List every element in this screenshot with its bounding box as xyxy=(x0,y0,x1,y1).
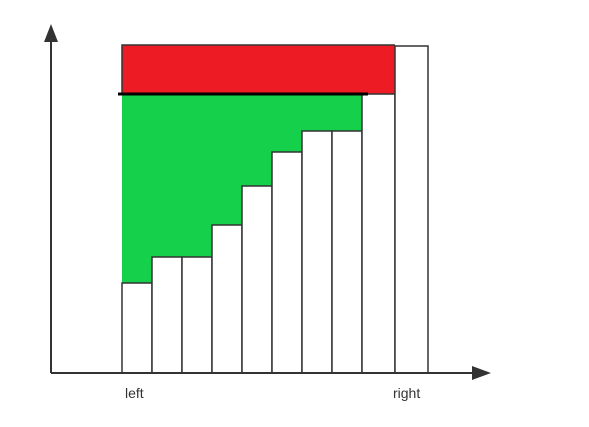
bar-2 xyxy=(151,256,183,374)
bar-5 xyxy=(241,185,273,374)
bar-3 xyxy=(181,256,213,374)
bar-7 xyxy=(301,130,333,374)
bar-10 xyxy=(394,45,429,374)
bar-9 xyxy=(361,93,396,374)
y-axis-arrow xyxy=(44,24,58,42)
x-axis-arrow xyxy=(472,366,491,380)
bar-6 xyxy=(271,151,303,374)
bar-4 xyxy=(211,224,243,374)
bar-8 xyxy=(331,130,363,374)
bar-1 xyxy=(121,282,153,374)
left-label: left xyxy=(125,385,144,401)
red-region-outline xyxy=(121,44,395,94)
right-label: right xyxy=(393,385,420,401)
red-region xyxy=(122,45,395,94)
